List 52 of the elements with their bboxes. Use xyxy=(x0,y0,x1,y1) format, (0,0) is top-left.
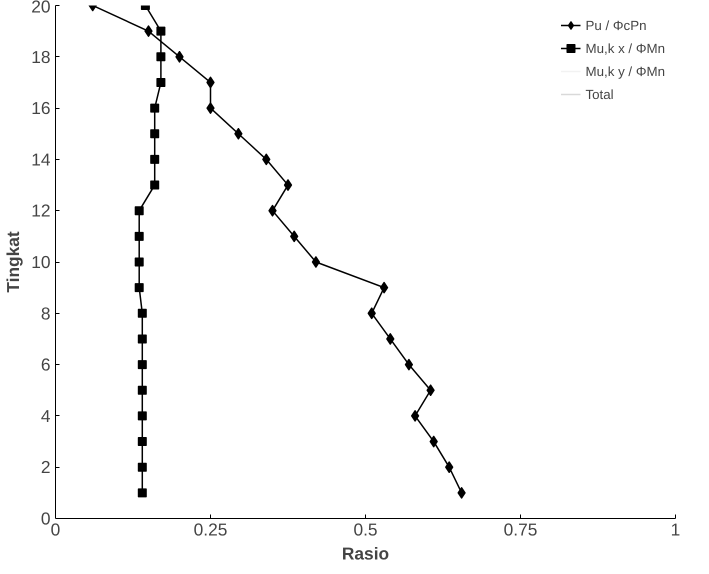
legend-label: Mu,k x / ΦMn xyxy=(585,40,665,56)
point xyxy=(144,25,153,38)
point xyxy=(284,179,292,192)
point xyxy=(410,410,420,422)
y-tick-label: 16 xyxy=(31,98,51,118)
point xyxy=(206,102,215,114)
point xyxy=(138,437,147,446)
y-tick-label: 6 xyxy=(40,354,51,375)
point xyxy=(138,308,147,318)
legend-label: Pu / ΦcPn xyxy=(585,18,646,32)
y-tick-label: 12 xyxy=(31,200,51,221)
point xyxy=(138,386,147,395)
y-axis-title: Tingkat xyxy=(3,231,24,293)
point xyxy=(138,462,147,472)
point xyxy=(156,52,166,62)
y-tick-label: 18 xyxy=(31,46,51,67)
y-tick-label: 20 xyxy=(31,0,51,16)
point xyxy=(312,256,320,268)
x-axis-title: Rasio xyxy=(342,544,390,564)
y-tick-label: 14 xyxy=(31,149,51,170)
x-tick-label: 0.25 xyxy=(194,520,228,540)
point xyxy=(206,76,215,88)
point xyxy=(138,411,147,420)
y-tick-label: 10 xyxy=(31,252,51,272)
legend-label: Mu,k y / ΦMn xyxy=(585,64,665,78)
y-tick-label: 4 xyxy=(40,406,51,426)
point xyxy=(150,180,160,190)
point xyxy=(134,206,144,216)
y-tick-label: 2 xyxy=(40,457,51,478)
point xyxy=(404,358,414,371)
x-tick-label: 0.75 xyxy=(504,520,538,540)
point xyxy=(138,360,147,370)
point xyxy=(150,129,160,138)
point xyxy=(134,258,144,266)
y-tick-label: 8 xyxy=(40,303,51,324)
point xyxy=(380,282,388,294)
point xyxy=(134,283,144,292)
x-tick-label: 0.5 xyxy=(353,520,378,540)
point xyxy=(457,486,466,499)
point xyxy=(138,334,147,344)
point xyxy=(175,50,184,63)
point xyxy=(268,204,277,217)
point xyxy=(426,384,435,396)
legend-label: Total xyxy=(585,86,614,102)
point xyxy=(134,232,144,241)
point xyxy=(138,488,147,498)
point xyxy=(156,26,166,36)
point xyxy=(156,78,166,87)
point xyxy=(150,104,160,113)
x-tick-label: 1 xyxy=(670,520,680,540)
point xyxy=(234,128,243,140)
point xyxy=(150,154,160,164)
